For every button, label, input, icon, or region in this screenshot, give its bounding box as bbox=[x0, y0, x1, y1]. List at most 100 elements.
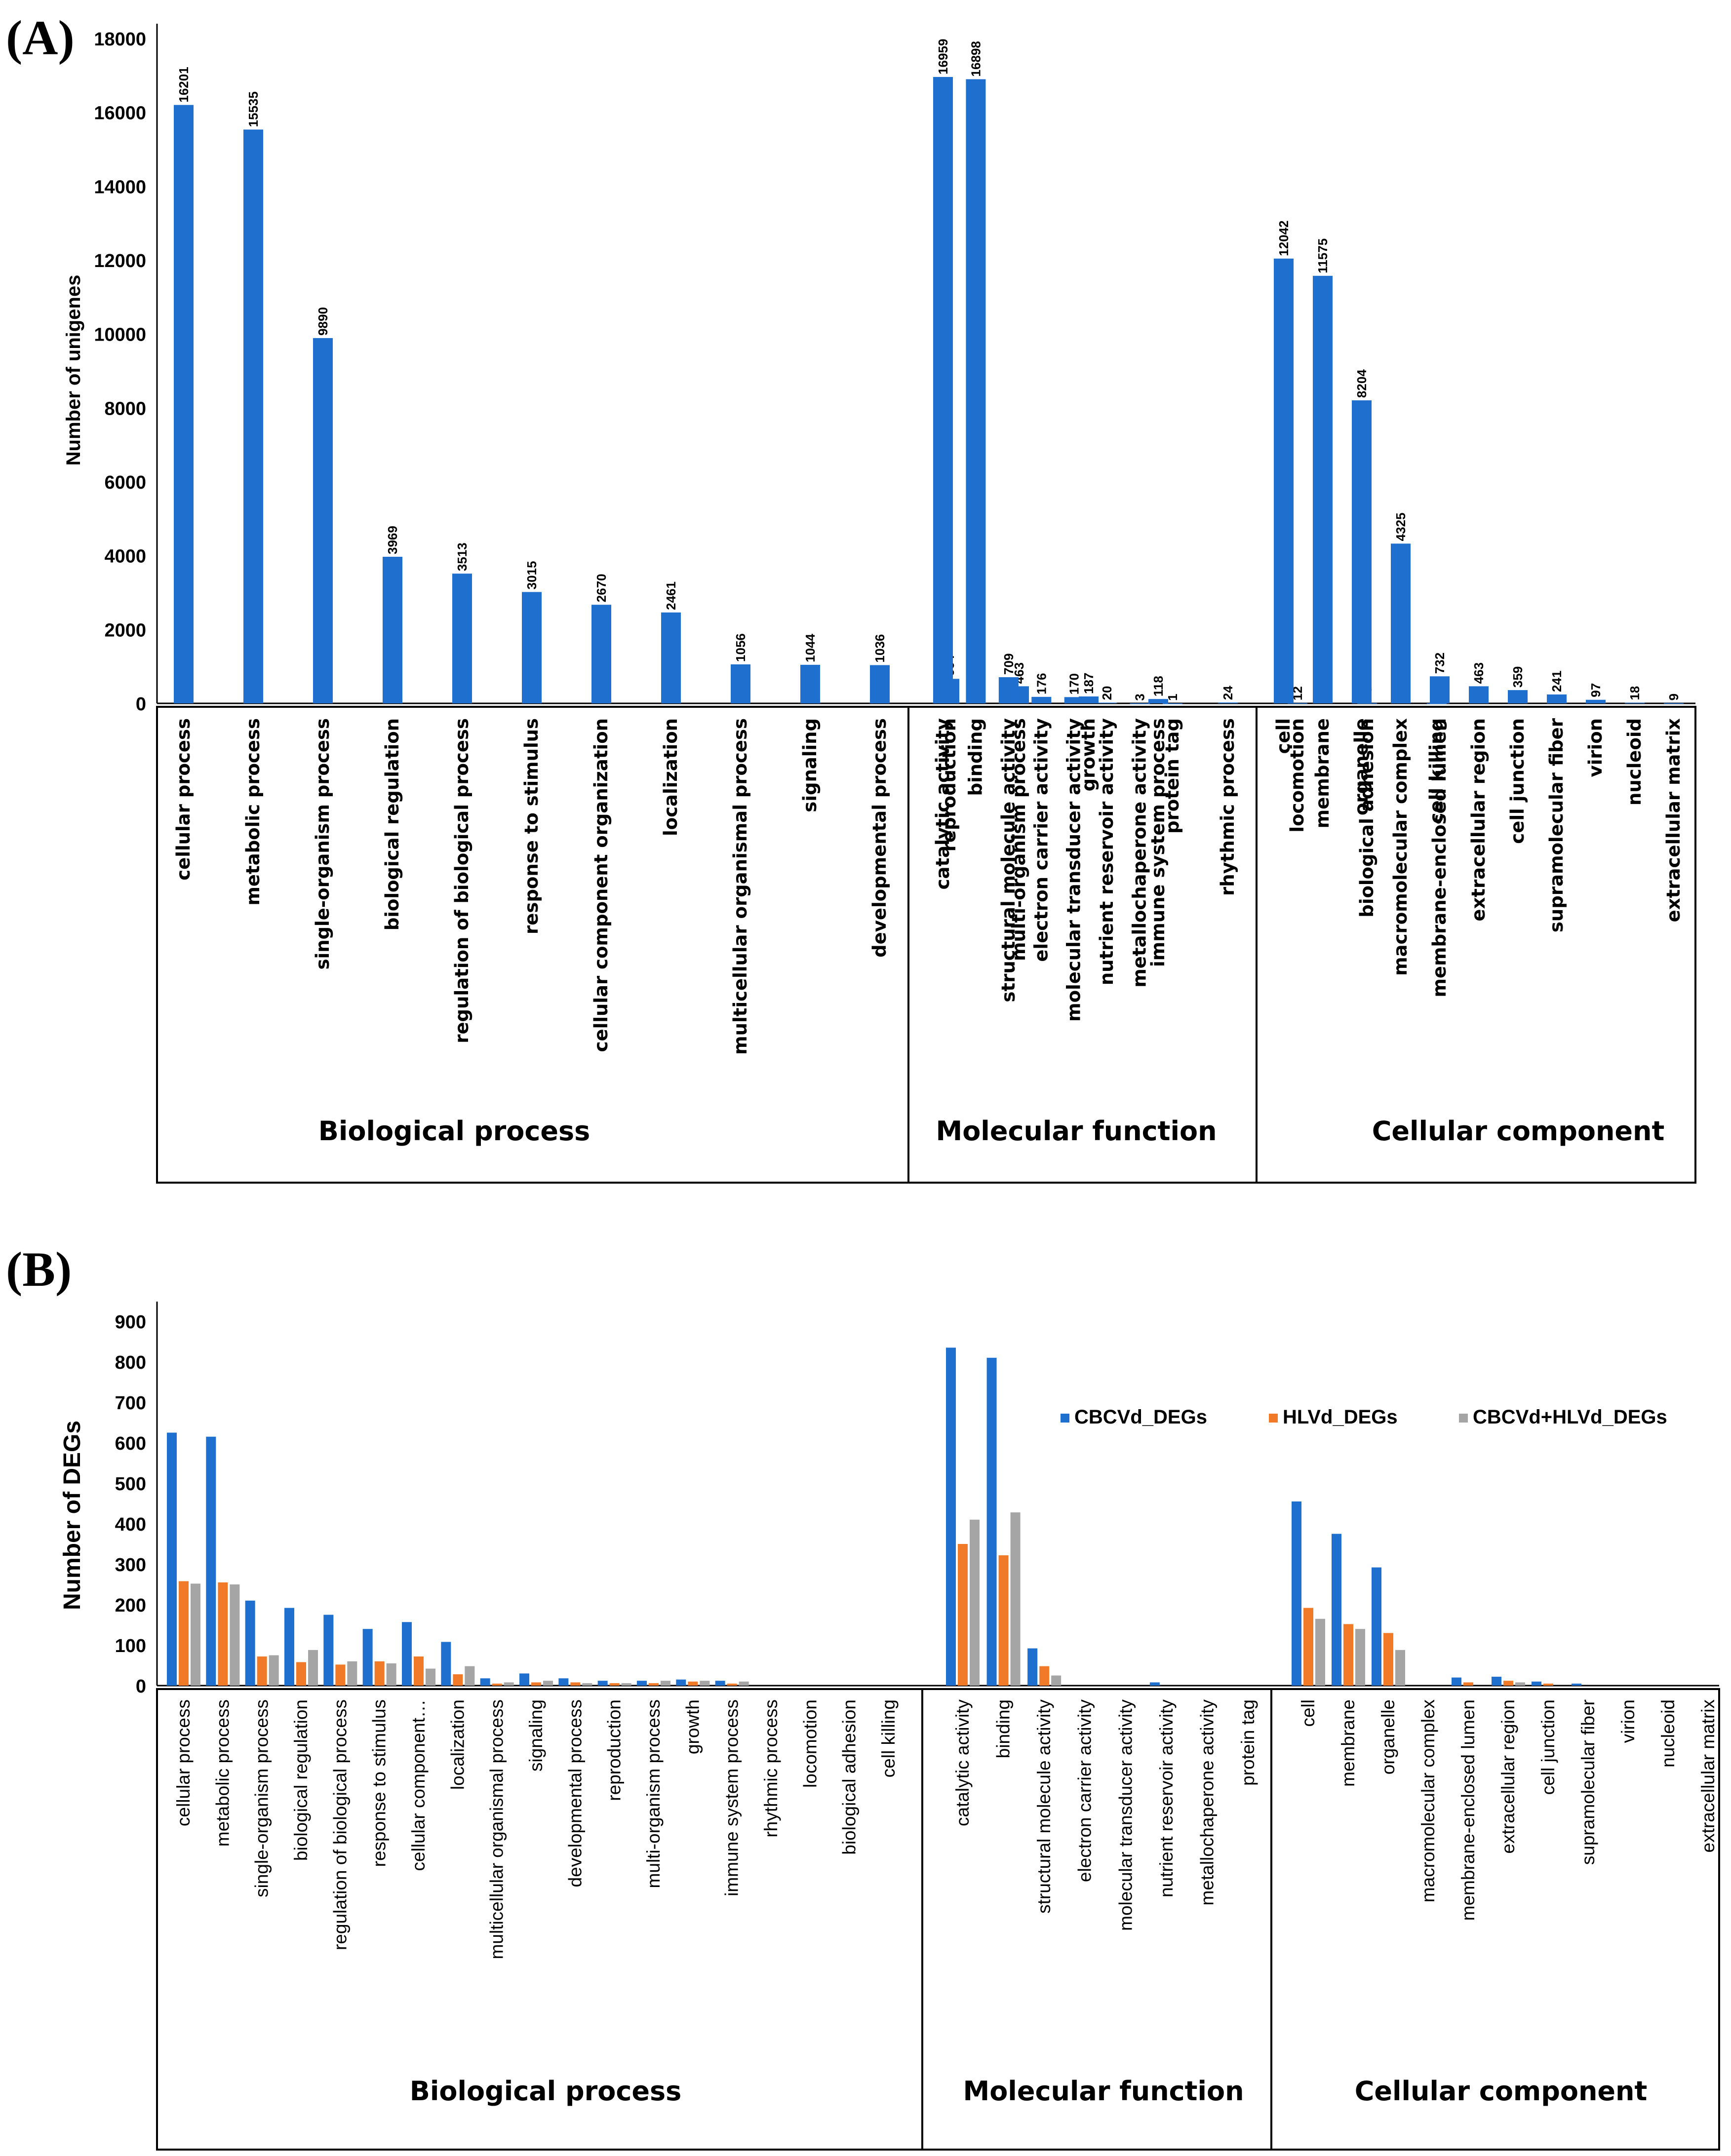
legend-swatch bbox=[1459, 1414, 1468, 1423]
bar bbox=[870, 665, 890, 703]
bar bbox=[1357, 703, 1377, 704]
bar-HLVd_DEGs bbox=[453, 1674, 463, 1686]
category-label: membrane-enclosed lumen bbox=[1429, 718, 1450, 998]
bar bbox=[800, 664, 820, 703]
bar-CBCVd+HLVd_DEGs bbox=[347, 1661, 357, 1686]
category-label: nucleoid bbox=[1658, 1699, 1678, 1768]
y-tick-label: 900 bbox=[115, 1312, 146, 1333]
bar-CBCVd+HLVd_DEGs bbox=[661, 1681, 670, 1686]
bar-CBCVd_DEGs bbox=[715, 1681, 725, 1686]
data-label: 12042 bbox=[1276, 221, 1291, 256]
category-label: catalytic activity bbox=[932, 718, 953, 889]
category-label: response to stimulus bbox=[369, 1699, 390, 1867]
bar-HLVd_DEGs bbox=[218, 1582, 228, 1686]
y-tick-label: 200 bbox=[115, 1595, 146, 1616]
bar-CBCVd_DEGs bbox=[362, 1629, 373, 1686]
category-label: cellular component organization bbox=[590, 718, 612, 1052]
category-label: regulation of biological process bbox=[451, 718, 472, 1043]
data-label: 732 bbox=[1432, 653, 1447, 674]
category-label: localization bbox=[660, 718, 681, 836]
legend-label: CBCVd_DEGs bbox=[1074, 1406, 1207, 1428]
category-box bbox=[156, 1688, 1720, 2151]
category-label: nutrient reservoir activity bbox=[1156, 1699, 1177, 1897]
category-label: virion bbox=[1585, 718, 1606, 777]
bar-CBCVd+HLVd_DEGs bbox=[230, 1584, 240, 1686]
data-label: 8204 bbox=[1354, 369, 1369, 398]
bar bbox=[1508, 690, 1528, 703]
category-label: cell bbox=[1298, 1699, 1318, 1727]
category-label: cell killing bbox=[1426, 718, 1447, 823]
data-label: 24 bbox=[1220, 686, 1235, 700]
data-label: 1 bbox=[1165, 693, 1180, 700]
y-tick-label: 300 bbox=[115, 1555, 146, 1576]
bar-CBCVd_DEGs bbox=[323, 1615, 334, 1686]
data-label: 16201 bbox=[176, 67, 191, 102]
y-tick-label: 10000 bbox=[94, 325, 146, 346]
category-label: response to stimulus bbox=[521, 718, 542, 934]
legend-label: HLVd_DEGs bbox=[1283, 1406, 1398, 1428]
bar-CBCVd+HLVd_DEGs bbox=[621, 1683, 631, 1686]
bar-HLVd_DEGs bbox=[998, 1555, 1009, 1686]
bar bbox=[1547, 694, 1567, 703]
bar-CBCVd_DEGs bbox=[1492, 1676, 1501, 1686]
data-label: 176 bbox=[1034, 673, 1049, 694]
category-label: extracellular region bbox=[1468, 718, 1489, 922]
bar bbox=[966, 79, 986, 704]
bar-HLVd_DEGs bbox=[1039, 1666, 1050, 1686]
group-label: Cellular component bbox=[1372, 1116, 1665, 1147]
bar-HLVd_DEGs bbox=[257, 1656, 267, 1686]
category-label: single-organism process bbox=[252, 1699, 272, 1897]
bar-HLVd_DEGs bbox=[1303, 1608, 1313, 1686]
data-label: 15535 bbox=[246, 91, 261, 127]
bar-HLVd_DEGs bbox=[531, 1682, 541, 1686]
y-tick-label: 500 bbox=[115, 1474, 146, 1495]
data-label: 359 bbox=[1510, 666, 1525, 688]
data-label: 709 bbox=[1001, 654, 1016, 675]
category-label: membrane bbox=[1312, 718, 1333, 828]
bar bbox=[1391, 543, 1411, 703]
y-tick-label: 2000 bbox=[104, 620, 146, 641]
category-label: biological regulation bbox=[382, 718, 403, 930]
bar-CBCVd+HLVd_DEGs bbox=[386, 1663, 396, 1686]
bar-CBCVd_DEGs bbox=[402, 1622, 412, 1686]
bar-CBCVd_DEGs bbox=[1452, 1677, 1461, 1686]
category-label: multicellular organismal process bbox=[487, 1699, 507, 1959]
category-label: extracellular matrix bbox=[1698, 1699, 1718, 1853]
y-tick-label: 800 bbox=[115, 1352, 146, 1373]
bar-CBCVd_DEGs bbox=[1532, 1681, 1541, 1686]
data-label: 1036 bbox=[872, 634, 887, 663]
bar-HLVd_DEGs bbox=[492, 1683, 502, 1686]
category-label: single-organism process bbox=[312, 718, 333, 970]
bar-HLVd_DEGs bbox=[374, 1661, 385, 1686]
bar-CBCVd_DEGs bbox=[519, 1673, 529, 1686]
bar-HLVd_DEGs bbox=[727, 1683, 737, 1686]
bar bbox=[1586, 699, 1606, 703]
legend-swatch bbox=[1061, 1414, 1069, 1423]
category-label: organelle bbox=[1378, 1699, 1398, 1774]
y-tick-label: 6000 bbox=[104, 472, 146, 493]
bar-CBCVd+HLVd_DEGs bbox=[739, 1681, 749, 1686]
data-label: 1044 bbox=[803, 633, 818, 662]
data-label: 2461 bbox=[664, 581, 678, 610]
bar-CBCVd+HLVd_DEGs bbox=[700, 1681, 710, 1686]
bar bbox=[313, 338, 333, 703]
bar-CBCVd_DEGs bbox=[441, 1642, 451, 1686]
bar bbox=[1064, 697, 1084, 703]
data-label: 241 bbox=[1549, 671, 1564, 692]
bar-CBCVd+HLVd_DEGs bbox=[465, 1666, 475, 1686]
bar-CBCVd+HLVd_DEGs bbox=[1010, 1512, 1021, 1686]
bar-CBCVd+HLVd_DEGs bbox=[504, 1682, 514, 1686]
bar bbox=[1097, 702, 1117, 704]
bar-CBCVd_DEGs bbox=[597, 1681, 608, 1686]
bar-CBCVd+HLVd_DEGs bbox=[308, 1650, 318, 1686]
bar-CBCVd_DEGs bbox=[206, 1436, 216, 1686]
group-label: Molecular function bbox=[936, 1116, 1217, 1147]
bar-CBCVd_DEGs bbox=[480, 1678, 490, 1686]
y-tick-label: 4000 bbox=[104, 546, 146, 567]
bar-CBCVd_DEGs bbox=[946, 1348, 956, 1686]
category-label: metallochaperone activity bbox=[1197, 1699, 1217, 1906]
category-label: nutrient reservoir activity bbox=[1096, 718, 1117, 985]
bar-CBCVd+HLVd_DEGs bbox=[1315, 1618, 1325, 1686]
bar-CBCVd_DEGs bbox=[986, 1357, 997, 1686]
